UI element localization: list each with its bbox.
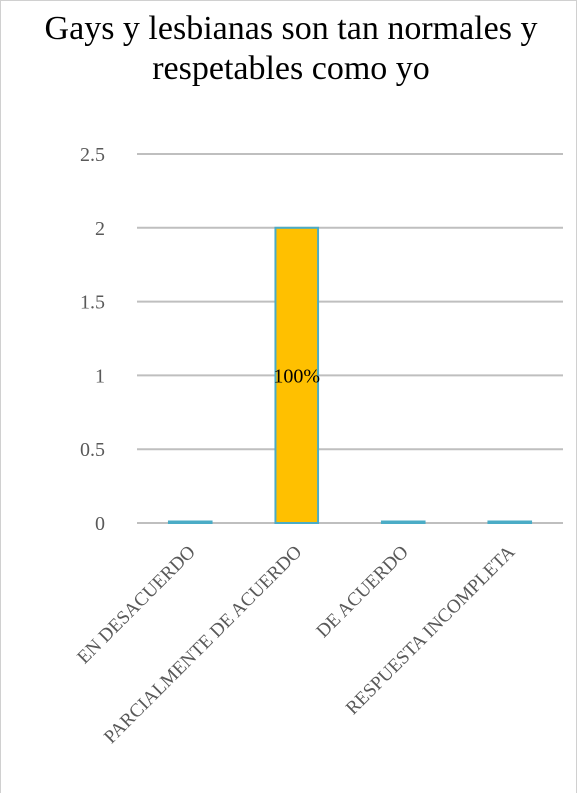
y-tick-label: 0: [95, 513, 105, 535]
y-tick-label: 1: [95, 365, 105, 387]
category-label-3: RESPUESTA INCOMPLETA: [342, 541, 519, 718]
y-tick-label: 2: [95, 218, 105, 240]
bars: [167, 226, 533, 525]
gridlines: [137, 153, 563, 524]
bar-0: [167, 520, 213, 524]
category-label-1: PARCIALMENTE DE ACUERDO: [100, 542, 306, 748]
y-tick-label: 2.5: [80, 144, 105, 166]
y-axis-ticks: 0 0.5 1 1.5 2 2.5: [80, 144, 105, 535]
bar-1: [274, 226, 320, 525]
category-label-0: EN DESACUERDO: [73, 542, 199, 668]
category-label-2: DE ACUERDO: [312, 542, 412, 642]
data-label-1: 100%: [273, 365, 320, 387]
y-tick-label: 0.5: [80, 439, 105, 461]
data-labels: 100%: [273, 365, 320, 387]
y-tick-label: 1.5: [80, 292, 105, 314]
bar-3: [487, 520, 533, 524]
bar-2: [380, 520, 426, 524]
chart-title: Gays y lesbianas son tan normales y resp…: [44, 10, 538, 87]
